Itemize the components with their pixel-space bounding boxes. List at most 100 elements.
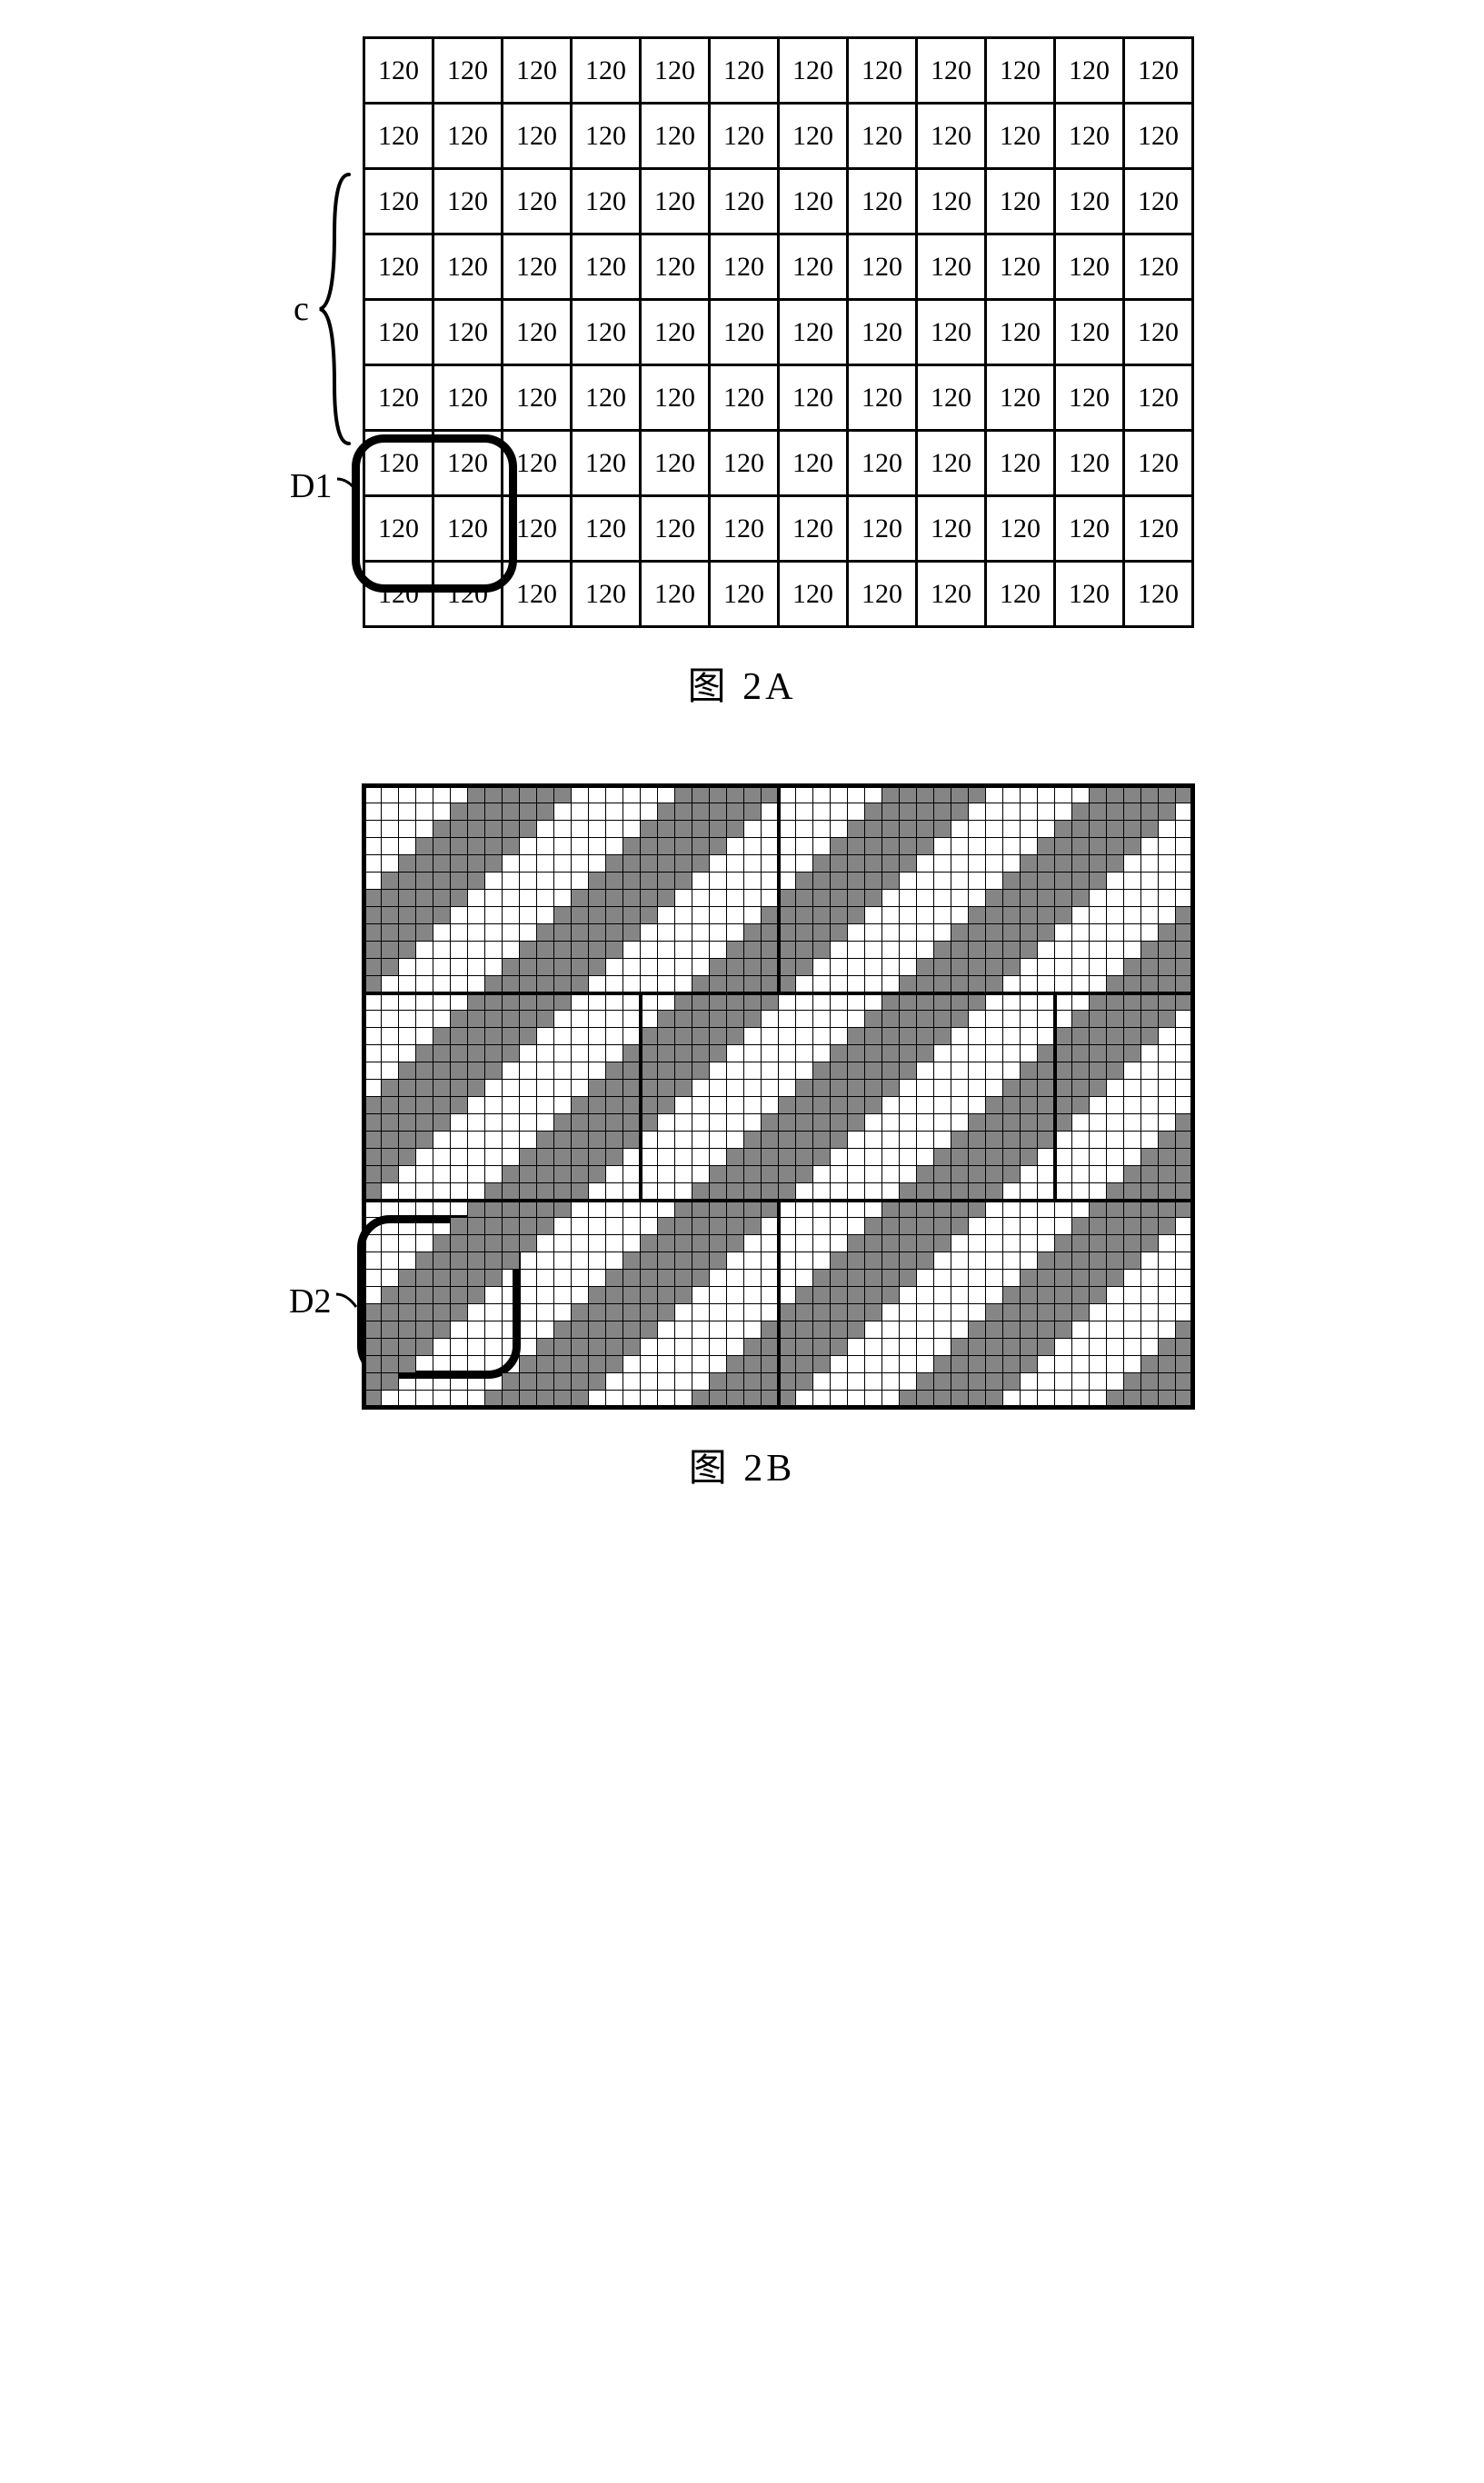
- grid-b-cell: [537, 890, 554, 907]
- grid-b-cell: [986, 855, 1003, 873]
- figure-2b: D2 图 2B: [289, 783, 1195, 1492]
- grid-b-cell: [951, 855, 969, 873]
- grid-b-cell: [1072, 1321, 1090, 1339]
- grid-b-cell: [1124, 1218, 1141, 1235]
- grid-b-cell: [416, 993, 433, 1011]
- grid-b-cell: [986, 1062, 1003, 1080]
- grid-b-cell: [1124, 838, 1141, 855]
- grid-b-cell: [520, 1201, 537, 1218]
- grid-b-cell: [485, 1011, 503, 1028]
- grid-b-cell: [934, 1339, 951, 1356]
- grid-b-cell: [969, 1391, 986, 1408]
- grid-b-cell: [1176, 1270, 1193, 1287]
- grid-b-cell: [951, 838, 969, 855]
- grid-b-cell: [606, 1183, 623, 1201]
- grid-b-cell: [917, 855, 934, 873]
- grid-b-cell: [641, 890, 658, 907]
- grid-b-cell: [433, 1252, 451, 1270]
- grid-b-cell: [1038, 1321, 1055, 1339]
- grid-b-cell: [969, 1183, 986, 1201]
- grid-b-cell: [658, 803, 675, 821]
- grid-b-cell: [364, 1011, 382, 1028]
- grid-b-cell: [1141, 1011, 1159, 1028]
- grid-b-cell: [900, 803, 917, 821]
- grid-b-cell: [364, 1028, 382, 1045]
- grid-b-cell: [744, 1218, 762, 1235]
- grid-b-cell: [433, 1304, 451, 1321]
- grid-b-cell: [641, 976, 658, 993]
- grid-b-cell: [969, 1097, 986, 1114]
- grid-b-cell: [606, 1062, 623, 1080]
- grid-b-cell: [1038, 907, 1055, 924]
- grid-b-cell: [848, 942, 865, 959]
- grid-b-cell: [468, 1114, 485, 1132]
- grid-b-cell: [779, 1080, 796, 1097]
- grid-b-cell: [433, 1149, 451, 1166]
- grid-b-cell: [900, 959, 917, 976]
- grid-b-cell: [606, 907, 623, 924]
- grid-b-cell: [762, 1045, 779, 1062]
- grid-b-cell: [675, 1028, 692, 1045]
- grid-b-cell: [882, 1252, 900, 1270]
- grid-b-cell: [485, 1287, 503, 1304]
- grid-b-cell: [537, 1080, 554, 1097]
- grid-b-cell: [468, 1252, 485, 1270]
- grid-a-cell: 120: [641, 169, 710, 234]
- grid-b-cell: [917, 1235, 934, 1252]
- grid-b-cell: [1107, 1011, 1124, 1028]
- grid-a-cell: 120: [710, 300, 779, 365]
- grid-b-cell: [848, 924, 865, 942]
- grid-b-cell: [986, 838, 1003, 855]
- grid-b-cell: [433, 1045, 451, 1062]
- grid-b-cell: [831, 1080, 848, 1097]
- grid-b-cell: [796, 1201, 813, 1218]
- grid-b-cell: [399, 1132, 416, 1149]
- grid-b-cell: [951, 1321, 969, 1339]
- grid-b-cell: [692, 1132, 710, 1149]
- grid-b-cell: [416, 1011, 433, 1028]
- grid-b-cell: [848, 873, 865, 890]
- grid-b-cell: [1124, 942, 1141, 959]
- grid-b-cell: [382, 803, 399, 821]
- grid-b-cell: [831, 1356, 848, 1373]
- grid-b-cell: [589, 1270, 606, 1287]
- grid-a: 1201201201201201201201201201201201201201…: [363, 36, 1194, 628]
- grid-b-cell: [917, 1373, 934, 1391]
- grid-a-cell: 120: [1124, 169, 1193, 234]
- grid-b-cell: [831, 1062, 848, 1080]
- grid-b-cell: [1141, 976, 1159, 993]
- grid-b-cell: [1055, 1080, 1072, 1097]
- grid-b-cell: [658, 1149, 675, 1166]
- grid-b-cell: [1124, 1028, 1141, 1045]
- grid-b-cell: [623, 1062, 641, 1080]
- grid-b-cell: [537, 1270, 554, 1287]
- grid-b-cell: [658, 976, 675, 993]
- grid-b-cell: [813, 907, 831, 924]
- grid-b-cell: [641, 1304, 658, 1321]
- grid-b-cell: [589, 993, 606, 1011]
- grid-b-cell: [382, 1235, 399, 1252]
- grid-b-cell: [468, 1166, 485, 1183]
- grid-b-cell: [969, 1270, 986, 1287]
- grid-b-cell: [382, 1183, 399, 1201]
- grid-b-cell: [554, 942, 572, 959]
- grid-b-cell: [572, 976, 589, 993]
- grid-b-cell: [572, 1339, 589, 1356]
- grid-b-cell: [433, 1028, 451, 1045]
- grid-b-cell: [572, 1097, 589, 1114]
- grid-b-cell: [364, 1201, 382, 1218]
- grid-b-cell: [969, 1080, 986, 1097]
- grid-b-cell: [882, 976, 900, 993]
- grid-b-cell: [934, 786, 951, 803]
- grid-b-cell: [969, 786, 986, 803]
- grid-b-cell: [451, 1149, 468, 1166]
- grid-b-cell: [848, 1183, 865, 1201]
- grid-b-cell: [744, 1149, 762, 1166]
- grid-b-cell: [796, 942, 813, 959]
- grid-b-cell: [537, 942, 554, 959]
- grid-a-cell: 120: [503, 300, 572, 365]
- grid-b-cell: [1038, 1218, 1055, 1235]
- grid-a-cell: 120: [433, 431, 503, 496]
- grid-b-cell: [416, 1391, 433, 1408]
- grid-b-cell: [1072, 838, 1090, 855]
